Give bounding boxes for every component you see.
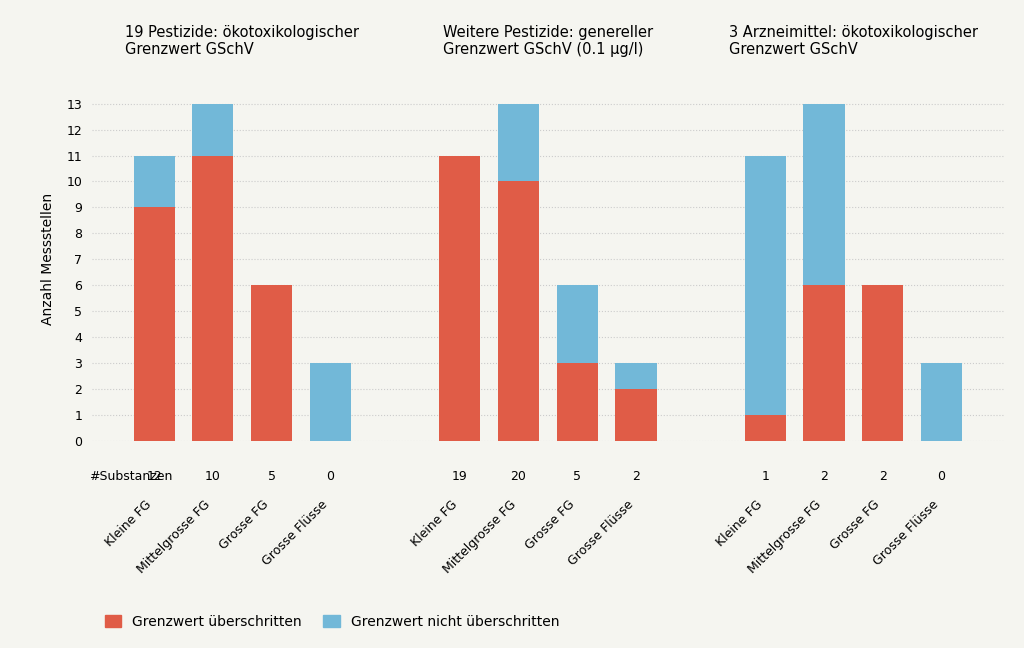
Bar [615,389,656,441]
Text: 0: 0 [327,470,335,483]
Bar [133,156,175,207]
Text: #Substanzen: #Substanzen [89,470,173,483]
Bar [804,104,845,285]
Text: 0: 0 [938,470,945,483]
Bar [193,104,233,156]
Text: Grosse FG: Grosse FG [523,498,578,552]
Text: Mittelgrosse FG: Mittelgrosse FG [135,498,213,575]
Text: Kleine FG: Kleine FG [714,498,765,549]
Text: Grosse FG: Grosse FG [217,498,271,552]
Text: Grosse FG: Grosse FG [828,498,883,552]
Text: 2: 2 [879,470,887,483]
Bar [557,363,598,441]
Text: Grosse Flüsse: Grosse Flüsse [871,498,941,568]
Text: Mittelgrosse FG: Mittelgrosse FG [745,498,824,575]
Text: 12: 12 [146,470,162,483]
Bar [193,156,233,441]
Legend: Grenzwert überschritten, Grenzwert nicht überschritten: Grenzwert überschritten, Grenzwert nicht… [99,610,564,634]
Text: 19 Pestizide: ökotoxikologischer
Grenzwert GSchV: 19 Pestizide: ökotoxikologischer Grenzwe… [125,25,359,57]
Bar [744,415,785,441]
Y-axis label: Anzahl Messstellen: Anzahl Messstellen [41,193,55,325]
Text: 1: 1 [761,470,769,483]
Text: 2: 2 [632,470,640,483]
Text: 5: 5 [573,470,582,483]
Text: Weitere Pestizide: genereller
Grenzwert GSchV (0.1 µg/l): Weitere Pestizide: genereller Grenzwert … [442,25,653,57]
Text: 5: 5 [267,470,275,483]
Bar [251,285,292,441]
Bar [133,207,175,441]
Bar [744,156,785,415]
Bar [498,181,539,441]
Bar [615,363,656,389]
Text: 20: 20 [511,470,526,483]
Bar [310,363,351,441]
Text: Kleine FG: Kleine FG [409,498,460,549]
Bar [804,285,845,441]
Bar [439,156,480,441]
Text: Kleine FG: Kleine FG [103,498,155,549]
Bar [498,104,539,181]
Text: Mittelgrosse FG: Mittelgrosse FG [440,498,518,575]
Bar [862,285,903,441]
Text: Grosse Flüsse: Grosse Flüsse [566,498,636,568]
Bar [557,285,598,363]
Bar [921,363,963,441]
Text: 3 Arzneimittel: ökotoxikologischer
Grenzwert GSchV: 3 Arzneimittel: ökotoxikologischer Grenz… [729,25,978,57]
Text: 19: 19 [452,470,468,483]
Text: 2: 2 [820,470,828,483]
Text: Grosse Flüsse: Grosse Flüsse [260,498,331,568]
Text: 10: 10 [205,470,221,483]
